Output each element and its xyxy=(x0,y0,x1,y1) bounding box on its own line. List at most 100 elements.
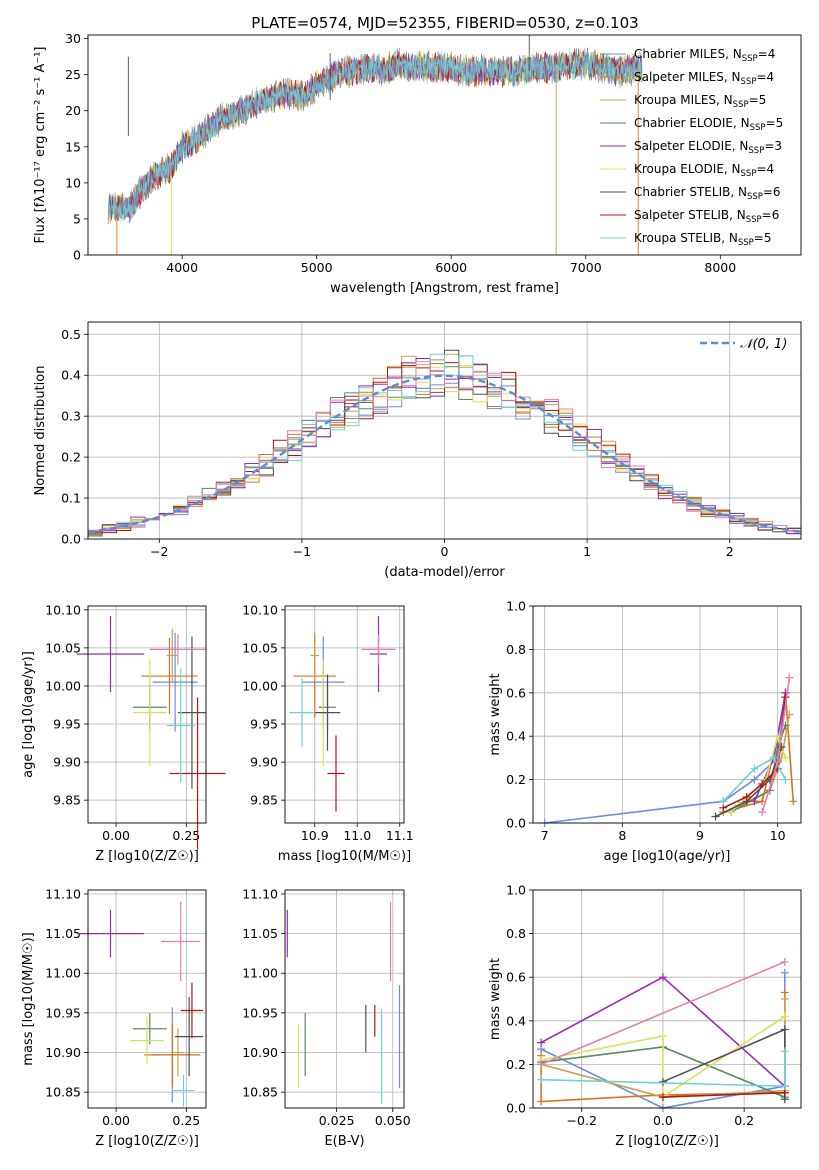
series-marker xyxy=(658,973,667,982)
error-bar-point xyxy=(327,735,345,812)
series-marker xyxy=(758,779,767,788)
age-vs-mass-panel: 10.9 11.0 11.1 9.85 9.90 9.95 10.00 10.05 10.10 m… xyxy=(242,602,413,864)
legend-entry: Kroupa ELODIE, NSSP=4 xyxy=(634,162,774,179)
age-vs-metallicity-panel: 0.00 0.25 9.85 9.90 9.95 10.00 10.05 10.10 Z [lo… xyxy=(21,602,226,864)
series-marker xyxy=(769,753,778,762)
error-bar-point xyxy=(310,632,319,679)
x-tick-label: 0.25 xyxy=(172,1113,200,1128)
series-marker xyxy=(781,753,790,762)
legend-entry: Kroupa STELIB, NSSP=5 xyxy=(634,231,772,248)
series-marker xyxy=(750,764,759,773)
error-bar-point xyxy=(161,901,201,982)
error-bar-point xyxy=(76,615,145,693)
series-marker xyxy=(785,673,794,682)
axes-frame xyxy=(87,34,802,256)
legend-entry: Chabrier MILES, NSSP=4 xyxy=(634,47,775,64)
spectrum-panel: 4000 5000 6000 7000 8000 0 5 10 15 20 25 30 waveleng… xyxy=(33,31,802,296)
y-tick-label: 0.0 xyxy=(506,1101,526,1116)
x-tick-label: 0.025 xyxy=(319,1113,355,1128)
series-line-7 xyxy=(715,746,783,818)
y-tick-label: 10.00 xyxy=(242,678,278,693)
error-bar-point xyxy=(144,1023,201,1087)
figure-title: PLATE=0574, MJD=52355, FIBERID=0530, z=0… xyxy=(251,14,638,32)
mass-weight-vs-metallicity-panel: −0.2 0.0 0.2 0.0 0.2 0.4 0.6 0.8 1.0 Z [log10(Z/Z… xyxy=(488,883,802,1149)
error-bar-point xyxy=(166,668,195,783)
series-marker xyxy=(537,1038,546,1047)
x-tick-label: 0.050 xyxy=(375,1113,411,1128)
x-tick-label: 0.00 xyxy=(102,1113,130,1128)
histogram-10 xyxy=(88,361,801,532)
x-tick-label: 7 xyxy=(541,828,549,843)
series-marker xyxy=(780,1082,789,1091)
y-tick-label: 11.05 xyxy=(242,926,278,941)
x-tick-label: 10.9 xyxy=(301,828,329,843)
y-tick-label: 9.85 xyxy=(250,793,278,808)
y-tick-label: 0.8 xyxy=(506,642,526,657)
y-tick-label: 0.2 xyxy=(506,772,526,787)
x-axis-label: age [log10(age/yr)] xyxy=(604,849,731,864)
legend-entry: Salpeter ELODIE, NSSP=3 xyxy=(634,139,782,156)
grid-lines xyxy=(533,889,801,1109)
x-tick-label: 5000 xyxy=(301,260,333,275)
legend-entry: 𝒩(0, 1) xyxy=(740,337,787,352)
y-tick-label: 9.95 xyxy=(53,717,81,732)
axes-frame xyxy=(284,889,405,1109)
x-tick-label: 8 xyxy=(618,828,626,843)
y-tick-label: 0.6 xyxy=(506,685,526,700)
x-axis-label: Z [log10(Z/Z☉)] xyxy=(95,1134,199,1149)
axes-frame xyxy=(532,605,802,824)
axes-frame xyxy=(284,605,405,824)
y-axis-label: mass weight xyxy=(488,673,503,755)
y-tick-label: 11.05 xyxy=(45,926,81,941)
y-tick-label: 10.85 xyxy=(45,1085,81,1100)
spectrum-line-1 xyxy=(107,47,643,221)
series-marker xyxy=(785,710,794,719)
y-tick-label: 10.95 xyxy=(45,1005,81,1020)
series-line-6 xyxy=(540,1015,786,1099)
series-marker xyxy=(719,797,728,806)
x-axis-label: mass [log10(M/M☉)] xyxy=(278,849,411,864)
grid-lines xyxy=(285,890,404,1108)
legend-entry: Salpeter STELIB, NSSP=6 xyxy=(634,208,779,225)
y-axis-label: mass weight xyxy=(488,958,503,1040)
error-bar-point xyxy=(289,678,315,747)
spectrum-legend: Chabrier MILES, NSSP=4 Salpeter MILES, NS… xyxy=(600,47,783,248)
series-line-8 xyxy=(662,1091,785,1098)
error-bar-point xyxy=(169,697,226,850)
y-tick-label: 10 xyxy=(65,175,81,190)
grid-lines xyxy=(88,606,206,823)
series-marker xyxy=(789,797,798,806)
x-tick-label: 11.1 xyxy=(386,828,414,843)
y-tick-label: 0.8 xyxy=(506,926,526,941)
spectrum-line-9 xyxy=(107,48,643,223)
legend-entry: Salpeter MILES, NSSP=4 xyxy=(634,70,774,87)
series-marker xyxy=(658,1032,667,1041)
error-bar-point xyxy=(314,674,341,751)
y-tick-label: 10.90 xyxy=(45,1045,81,1060)
series-line-9 xyxy=(722,756,787,802)
histograms xyxy=(88,349,801,537)
x-tick-label: 10 xyxy=(770,828,786,843)
error-bar-point xyxy=(361,634,396,665)
x-axis-label: wavelength [Angstrom, rest frame] xyxy=(330,281,559,296)
series-marker xyxy=(780,1025,789,1034)
x-axis-label: (data-model)/error xyxy=(384,565,505,580)
x-tick-label: 4000 xyxy=(166,260,198,275)
y-tick-label: 0.4 xyxy=(506,1013,526,1028)
series-marker xyxy=(780,1047,789,1056)
series-marker xyxy=(658,1077,667,1086)
y-tick-label: 9.85 xyxy=(53,793,81,808)
series-marker xyxy=(658,1093,667,1102)
x-tick-label: 6000 xyxy=(435,260,467,275)
error-bar-point xyxy=(132,1012,167,1045)
y-tick-label: 0.3 xyxy=(61,409,81,424)
series-marker xyxy=(773,732,782,741)
legend-entry: Chabrier STELIB, NSSP=6 xyxy=(634,185,781,202)
y-tick-label: 5 xyxy=(73,211,81,226)
y-tick-label: 20 xyxy=(65,103,81,118)
error-bar-point xyxy=(149,634,206,665)
y-tick-label: 0.0 xyxy=(506,816,526,831)
x-tick-label: 0.0 xyxy=(653,1113,673,1128)
y-tick-label: 10.05 xyxy=(45,640,81,655)
